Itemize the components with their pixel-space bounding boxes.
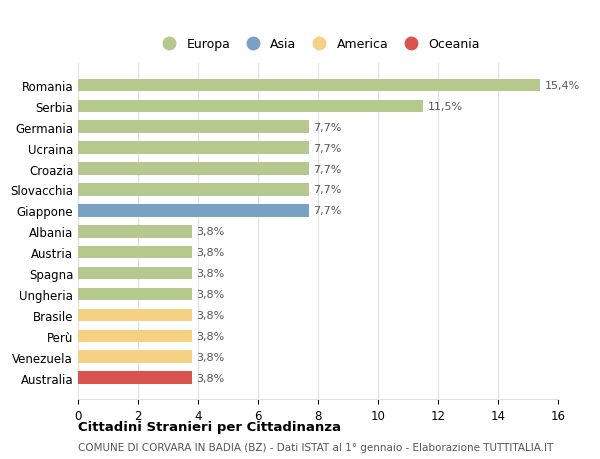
Legend: Europa, Asia, America, Oceania: Europa, Asia, America, Oceania (152, 34, 484, 55)
Bar (78, 309, 192, 321)
Text: COMUNE DI CORVARA IN BADIA (BZ) - Dati ISTAT al 1° gennaio - Elaborazione TUTTIT: COMUNE DI CORVARA IN BADIA (BZ) - Dati I… (78, 442, 553, 452)
Text: 3,8%: 3,8% (197, 310, 225, 320)
Text: 15,4%: 15,4% (545, 81, 580, 91)
Bar (78, 267, 192, 280)
Text: Cittadini Stranieri per Cittadinanza: Cittadini Stranieri per Cittadinanza (78, 420, 341, 433)
Text: 3,8%: 3,8% (197, 248, 225, 257)
Bar (78, 184, 309, 196)
Bar (78, 246, 192, 259)
Text: 3,8%: 3,8% (197, 373, 225, 383)
Bar (78, 205, 309, 217)
Bar (78, 79, 540, 92)
Text: 7,7%: 7,7% (314, 206, 342, 216)
Text: 7,7%: 7,7% (314, 143, 342, 153)
Text: 3,8%: 3,8% (197, 227, 225, 237)
Text: 7,7%: 7,7% (314, 185, 342, 195)
Bar (78, 121, 309, 134)
Text: 3,8%: 3,8% (197, 269, 225, 279)
Bar (78, 372, 192, 384)
Text: 7,7%: 7,7% (314, 164, 342, 174)
Bar (78, 351, 192, 363)
Bar (78, 330, 192, 342)
Bar (78, 225, 192, 238)
Bar (78, 142, 309, 155)
Bar (78, 288, 192, 301)
Bar (78, 163, 309, 175)
Bar (78, 101, 423, 113)
Text: 3,8%: 3,8% (197, 352, 225, 362)
Text: 3,8%: 3,8% (197, 331, 225, 341)
Text: 11,5%: 11,5% (427, 101, 463, 112)
Text: 3,8%: 3,8% (197, 289, 225, 299)
Text: 7,7%: 7,7% (314, 123, 342, 133)
